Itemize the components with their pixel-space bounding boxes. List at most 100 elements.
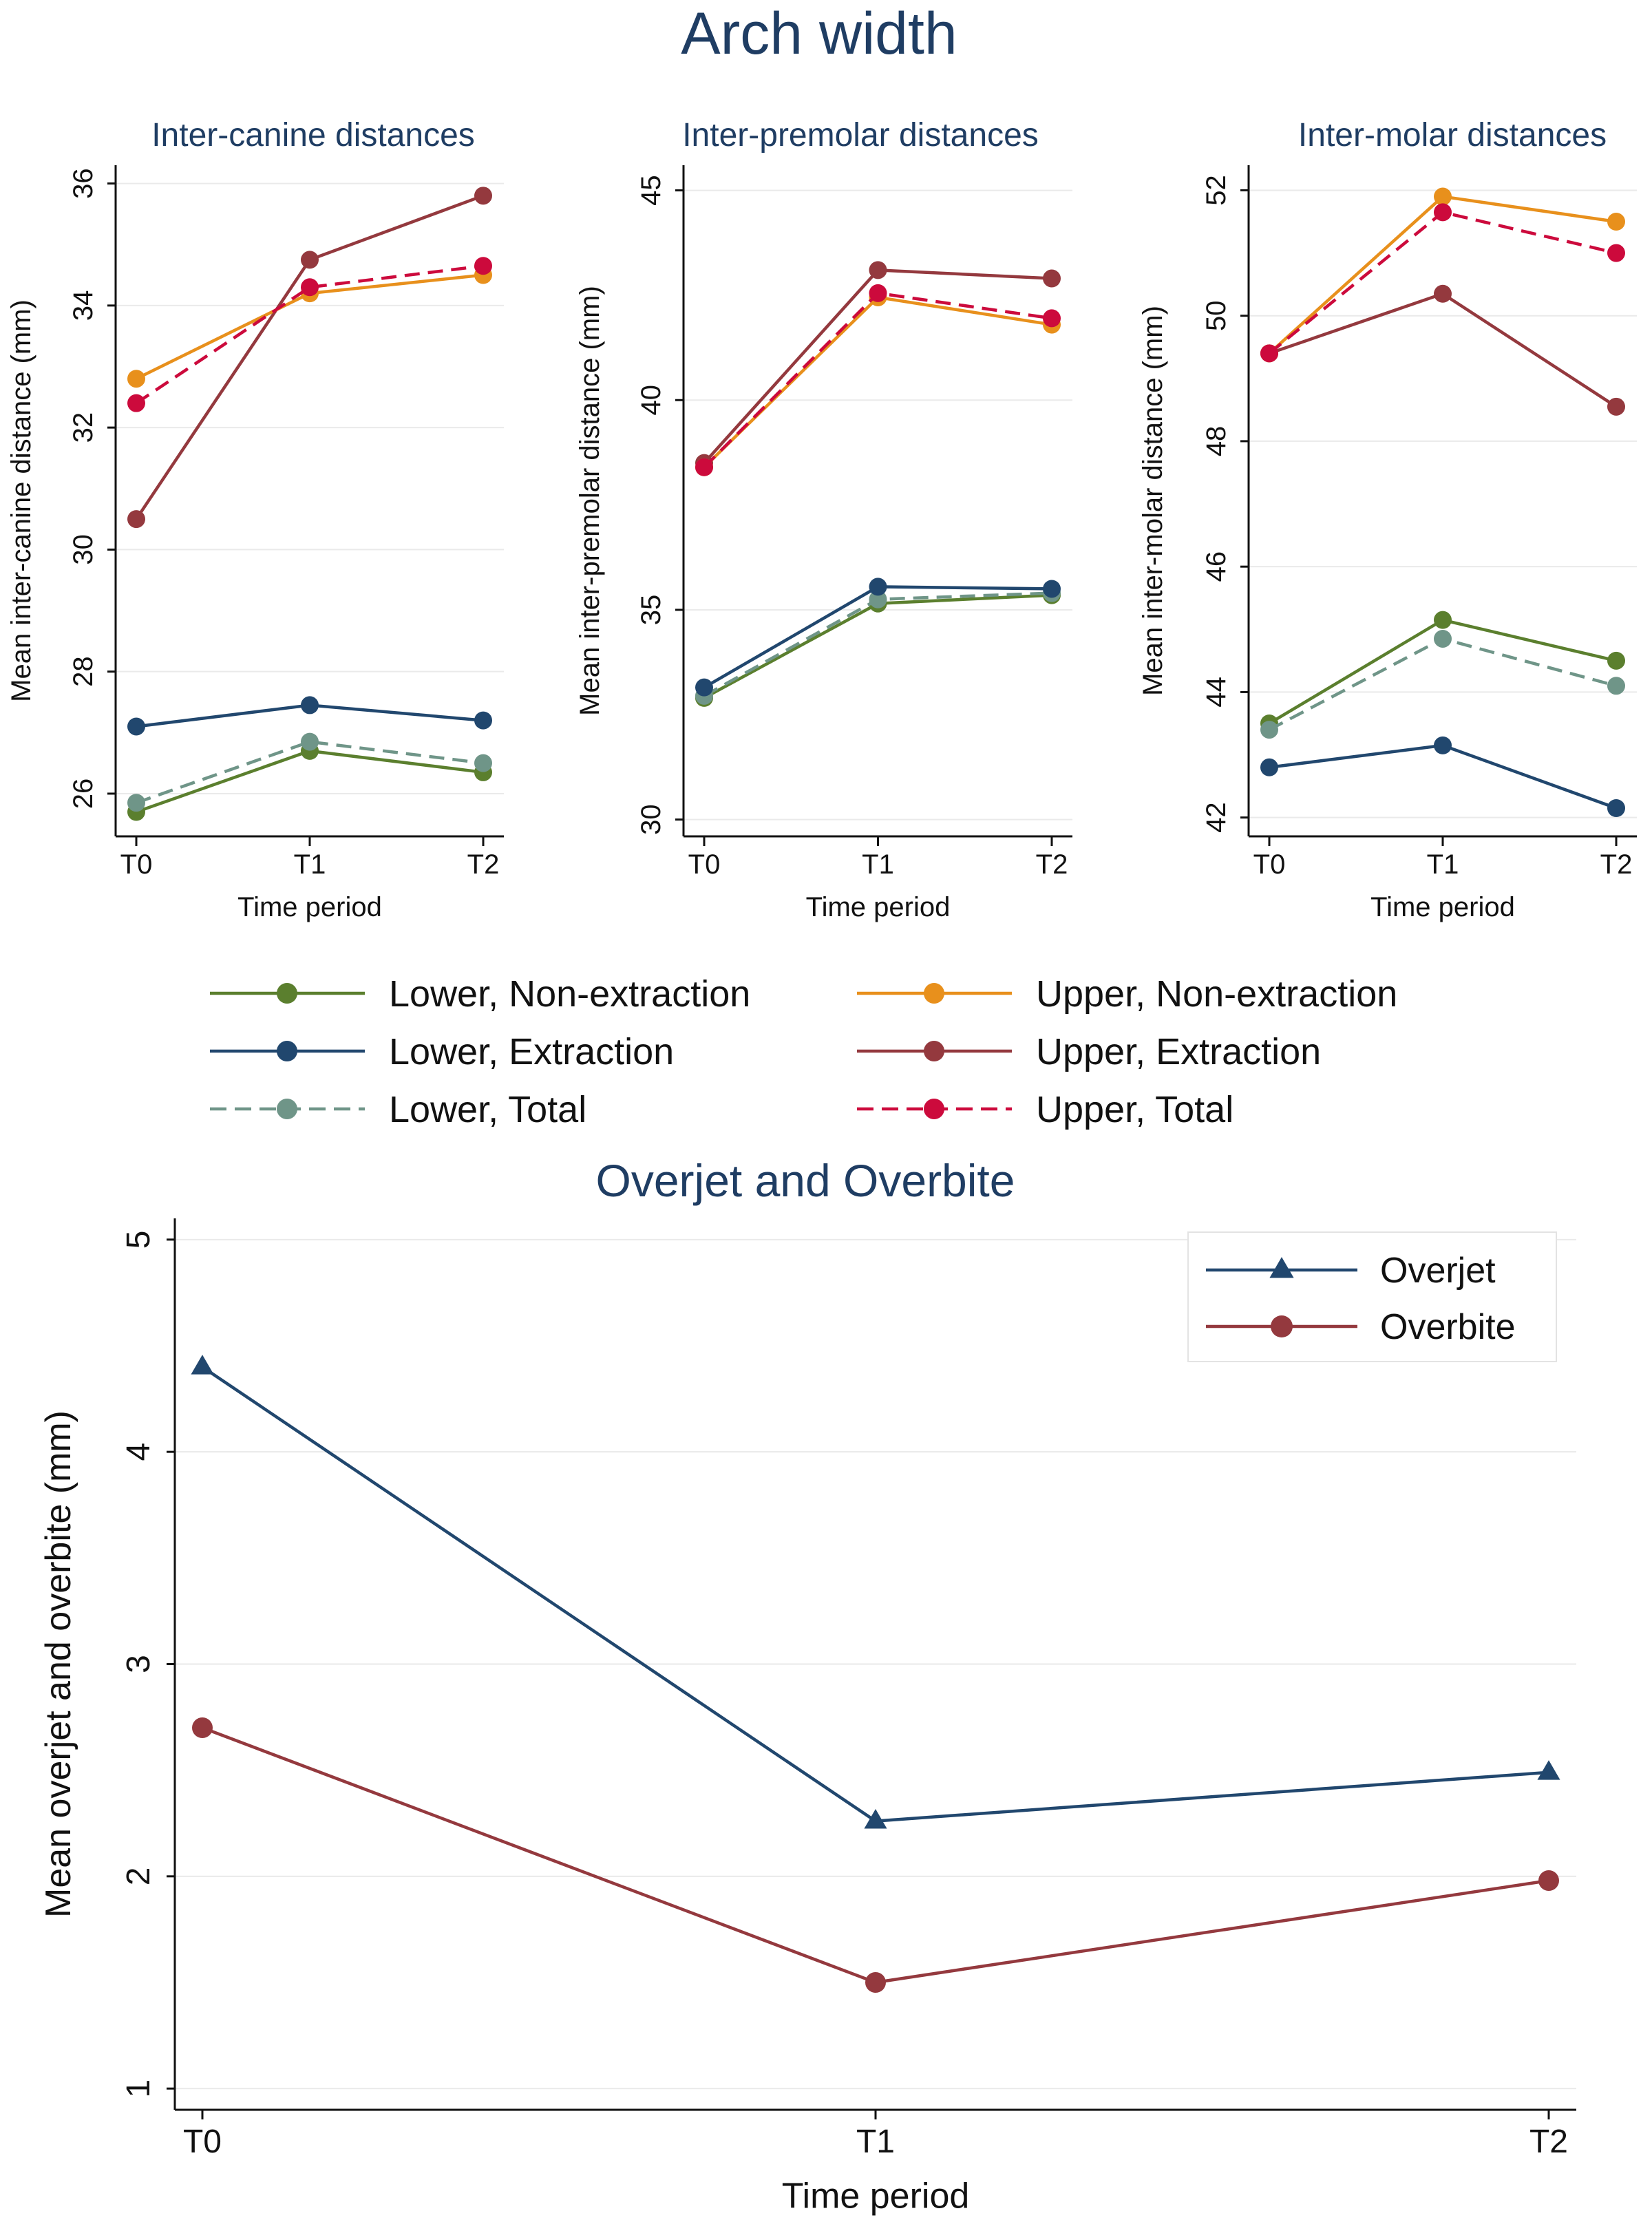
data-point-upper_ext [869, 261, 887, 279]
y-tick-label: 40 [636, 385, 666, 416]
data-point-upper_total [1260, 344, 1278, 363]
x-tick-label: T1 [856, 2124, 895, 2160]
inter-premolar-chart: Inter-premolar distances 30 35 40 45 T0 T1 T2 Ti… [575, 117, 1072, 922]
legend-marker-lower_nonext [277, 983, 297, 1004]
y-tick-label: 3 [120, 1655, 157, 1673]
data-point-lower_ext [1607, 798, 1625, 817]
legend-box [1187, 1231, 1557, 1362]
data-point-lower_total [474, 754, 492, 772]
y-tick-label: 42 [1201, 802, 1231, 833]
y-tick-label: 5 [120, 1230, 157, 1249]
y-axis-label: Mean inter-premolar distance (mm) [575, 286, 605, 716]
y-tick-label: 30 [68, 534, 98, 565]
inter-molar-chart: Inter-molar distances 42 44 46 48 50 52 T0 T1 T2 T… [1138, 117, 1637, 922]
y-tick-label: 44 [1201, 677, 1231, 708]
data-point-lower_ext [1043, 580, 1061, 598]
y-tick-label: 52 [1201, 175, 1231, 206]
overjet-overbite-chart: Overjet and Overbite 1 2 3 4 5 T0 T1 T2 Time peri… [39, 1155, 1576, 2216]
inter-canine-chart: Inter-canine distances 26 28 30 32 34 36 T0 T1 T2… [6, 117, 504, 922]
x-tick-label: T2 [1036, 849, 1068, 880]
data-point-upper_total [1607, 244, 1625, 262]
data-point-upper_nonext [1434, 187, 1452, 206]
y-axis-label: Mean overjet and overbite (mm) [39, 1410, 78, 1918]
x-axis-label: Time period [237, 892, 382, 922]
data-point-lower_ext [474, 711, 492, 730]
data-point-overjet [191, 1355, 214, 1375]
legend-marker-overjet [1269, 1257, 1294, 1278]
data-point-upper_total [1434, 203, 1452, 222]
data-point-upper_total [695, 458, 713, 476]
legend-marker-lower_total [277, 1099, 297, 1119]
legend-label-upper_ext: Upper, Extraction [1036, 1031, 1321, 1072]
x-tick-label: T0 [183, 2124, 222, 2160]
legend-label-lower_nonext: Lower, Non-extraction [389, 973, 750, 1015]
data-point-lower_ext [1260, 758, 1278, 776]
data-point-upper_nonext [1607, 213, 1625, 231]
data-point-upper_nonext [127, 370, 145, 388]
data-point-upper_ext [1434, 284, 1452, 303]
data-point-upper_total [1043, 309, 1061, 328]
x-tick-label: T1 [294, 849, 326, 880]
data-point-lower_total [1434, 629, 1452, 648]
y-tick-label: 30 [636, 804, 666, 835]
legend-marker-upper_total [924, 1099, 944, 1119]
legend-marker-upper_ext [924, 1041, 944, 1061]
x-tick-label: T1 [862, 849, 894, 880]
y-tick-label: 32 [68, 412, 98, 443]
data-point-lower_total [301, 732, 319, 751]
data-point-lower_ext [1434, 736, 1452, 754]
data-point-overbite [192, 1717, 213, 1738]
y-tick-label: 48 [1201, 426, 1231, 457]
data-point-overbite [1538, 1870, 1559, 1891]
y-tick-label: 36 [68, 168, 98, 199]
data-point-overjet [1537, 1760, 1560, 1780]
data-point-lower_total [869, 590, 887, 608]
data-point-upper_total [474, 257, 492, 275]
data-point-upper_total [869, 284, 887, 302]
y-tick-label: 1 [120, 2079, 157, 2098]
x-tick-label: T2 [467, 849, 500, 880]
data-point-overbite [865, 1972, 886, 1993]
data-point-upper_total [127, 394, 145, 412]
x-axis-label: Time period [782, 2177, 970, 2216]
x-tick-label: T1 [1427, 849, 1459, 880]
data-point-upper_ext [301, 251, 319, 269]
legend-label-lower_total: Lower, Total [389, 1089, 586, 1130]
chart-title: Overjet and Overbite [596, 1155, 1015, 1206]
data-point-lower_nonext [1434, 611, 1452, 629]
y-tick-label: 50 [1201, 300, 1231, 331]
arch-width-title: Arch width [681, 1, 957, 67]
data-point-lower_nonext [1607, 651, 1625, 670]
series-line-lower_total [136, 740, 484, 805]
legend-marker-lower_ext [277, 1041, 297, 1061]
legend-label-upper_nonext: Upper, Non-extraction [1036, 973, 1397, 1015]
legend-label-overbite: Overbite [1380, 1307, 1516, 1347]
y-axis-label: Mean inter-molar distance (mm) [1138, 306, 1168, 696]
legend-label-lower_ext: Lower, Extraction [389, 1031, 674, 1072]
data-point-lower_total [127, 794, 145, 812]
x-tick-label: T0 [688, 849, 721, 880]
y-tick-label: 4 [120, 1443, 157, 1461]
y-tick-label: 35 [636, 595, 666, 626]
arch-width-legend: Lower, Non-extraction Upper, Non-extracti… [210, 973, 1397, 1130]
x-tick-label: T0 [1253, 849, 1286, 880]
x-axis-label: Time period [806, 892, 951, 922]
y-tick-label: 28 [68, 656, 98, 687]
data-point-lower_total [1260, 721, 1278, 739]
legend-label-upper_total: Upper, Total [1036, 1089, 1233, 1130]
data-point-upper_ext [474, 187, 492, 205]
legend-label-overjet: Overjet [1380, 1251, 1496, 1291]
data-point-lower_ext [301, 696, 319, 715]
data-point-lower_ext [127, 717, 145, 736]
data-point-upper_total [301, 278, 319, 297]
x-axis-label: Time period [1370, 892, 1515, 922]
x-tick-label: T2 [1529, 2124, 1568, 2160]
y-axis-label: Mean inter-canine distance (mm) [6, 299, 36, 702]
chart-title: Inter-molar distances [1298, 117, 1607, 154]
data-point-upper_ext [1607, 397, 1625, 416]
x-tick-label: T0 [120, 849, 153, 880]
y-tick-label: 34 [68, 290, 98, 321]
x-tick-label: T2 [1600, 849, 1633, 880]
